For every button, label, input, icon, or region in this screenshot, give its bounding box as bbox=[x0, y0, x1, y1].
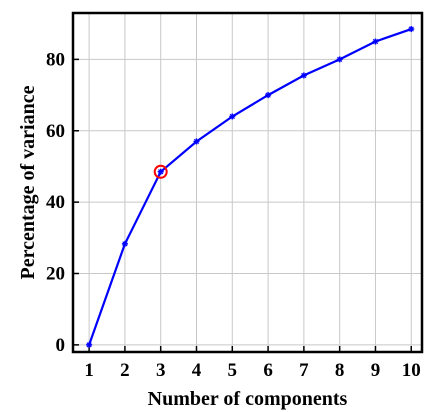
x-tick-label: 6 bbox=[263, 360, 273, 381]
x-tick-label: 8 bbox=[335, 360, 345, 381]
x-tick-label: 9 bbox=[371, 360, 381, 381]
data-point bbox=[372, 38, 379, 45]
data-point bbox=[265, 92, 272, 99]
y-tick-label: 40 bbox=[46, 192, 65, 213]
y-tick-label: 20 bbox=[46, 263, 65, 284]
series-line bbox=[88, 28, 412, 346]
x-axis-ticks: 1 2 3 4 5 6 7 8 9 10 bbox=[84, 346, 421, 381]
x-tick-label: 4 bbox=[192, 360, 202, 381]
data-point bbox=[408, 26, 415, 33]
data-point bbox=[336, 56, 343, 63]
plot-frame bbox=[71, 11, 424, 354]
data-point bbox=[193, 138, 200, 145]
data-point bbox=[121, 240, 128, 247]
series-markers bbox=[86, 26, 415, 348]
y-tick-label: 80 bbox=[46, 49, 65, 70]
y-axis-title: Percentage of variance bbox=[17, 85, 39, 279]
highlight-marker bbox=[153, 164, 168, 179]
y-axis-ticks: 0 20 40 60 80 bbox=[46, 49, 79, 356]
data-point bbox=[86, 341, 93, 348]
x-tick-label: 7 bbox=[299, 360, 309, 381]
grid bbox=[73, 13, 422, 352]
x-axis-title: Number of components bbox=[148, 388, 348, 410]
y-tick-label: 0 bbox=[56, 335, 66, 356]
data-point bbox=[157, 168, 164, 175]
x-tick-label: 1 bbox=[84, 360, 94, 381]
x-tick-label: 2 bbox=[120, 360, 130, 381]
x-tick-label: 5 bbox=[228, 360, 238, 381]
x-tick-label: 3 bbox=[156, 360, 166, 381]
y-tick-label: 60 bbox=[46, 121, 65, 142]
data-point bbox=[300, 72, 307, 79]
x-tick-label: 10 bbox=[402, 360, 421, 381]
data-point bbox=[229, 113, 236, 120]
